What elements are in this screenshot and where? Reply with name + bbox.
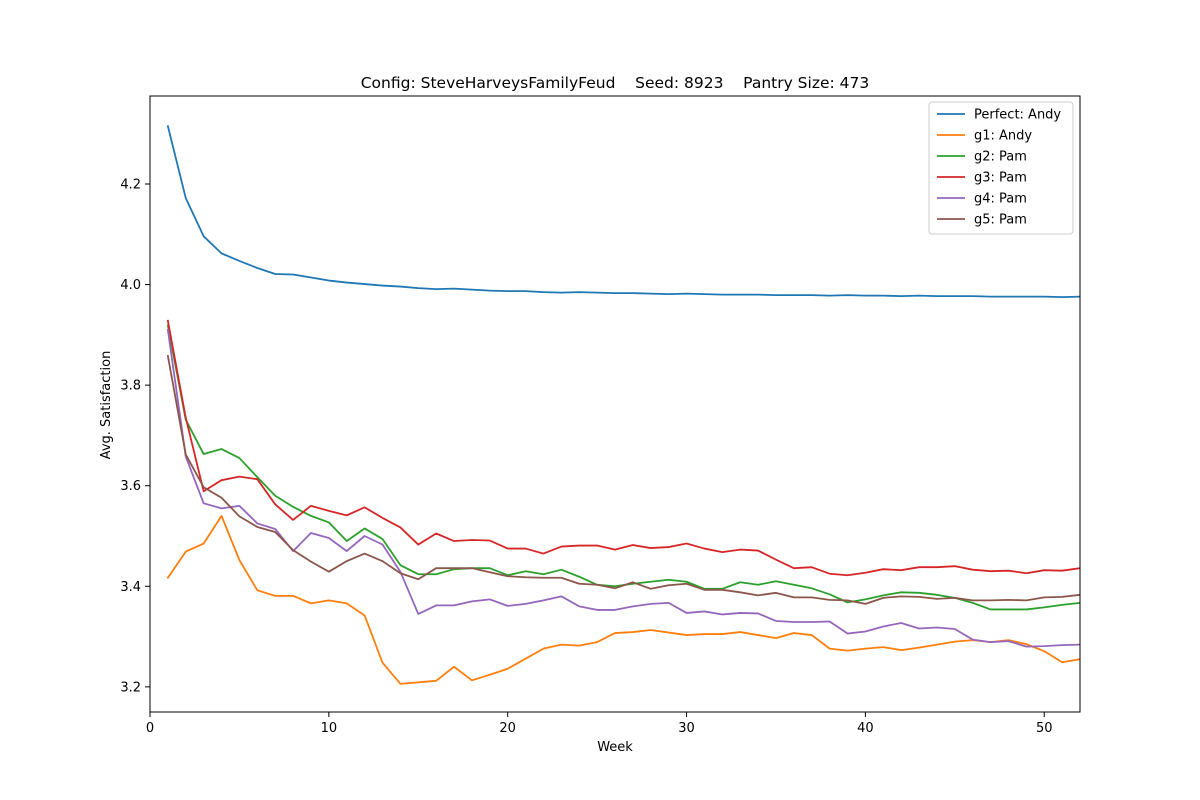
x-tick-label: 40 (857, 721, 874, 736)
y-tick-label: 3.8 (120, 379, 141, 394)
legend-entry-2: g1: Andy (974, 129, 1032, 144)
series-lines (166, 125, 1080, 685)
x-tick-label: 20 (499, 721, 516, 736)
x-tick-label: 0 (146, 721, 154, 736)
series-line-4 (166, 319, 1080, 577)
plot-area (149, 95, 1081, 713)
y-tick-label: 3.6 (120, 479, 141, 494)
series-line-5 (166, 328, 1080, 648)
y-tick-label: 3.4 (120, 580, 141, 595)
x-tick-label: 50 (1036, 721, 1053, 736)
y-tick-label: 3.2 (120, 680, 141, 695)
chart-title: Config: SteveHarveysFamilyFeud Seed: 892… (361, 74, 870, 92)
legend-entry-3: g2: Pam (974, 150, 1027, 165)
series-line-2 (166, 514, 1080, 685)
x-axis: 0 10 20 30 40 50 (146, 712, 1053, 736)
y-axis-label: Avg. Satisfaction (99, 351, 114, 460)
x-tick-label: 10 (321, 721, 338, 736)
plot-frame (149, 95, 1081, 713)
x-tick-label: 30 (678, 721, 695, 736)
legend: Perfect: Andy g1: Andy g2: Pam g3: Pam g4: P… (928, 101, 1074, 235)
series-line-6 (166, 354, 1080, 605)
legend-entry-4: g3: Pam (974, 171, 1027, 186)
y-axis: 3.2 3.4 3.6 3.8 4.0 4.2 (120, 178, 150, 695)
series-line-1 (166, 125, 1080, 299)
y-tick-label: 4.2 (120, 178, 141, 193)
legend-entry-6: g5: Pam (974, 213, 1027, 228)
legend-entry-5: g4: Pam (974, 192, 1027, 207)
x-axis-label: Week (597, 740, 633, 755)
legend-entry-1: Perfect: Andy (974, 108, 1061, 123)
y-tick-label: 4.0 (120, 278, 141, 293)
